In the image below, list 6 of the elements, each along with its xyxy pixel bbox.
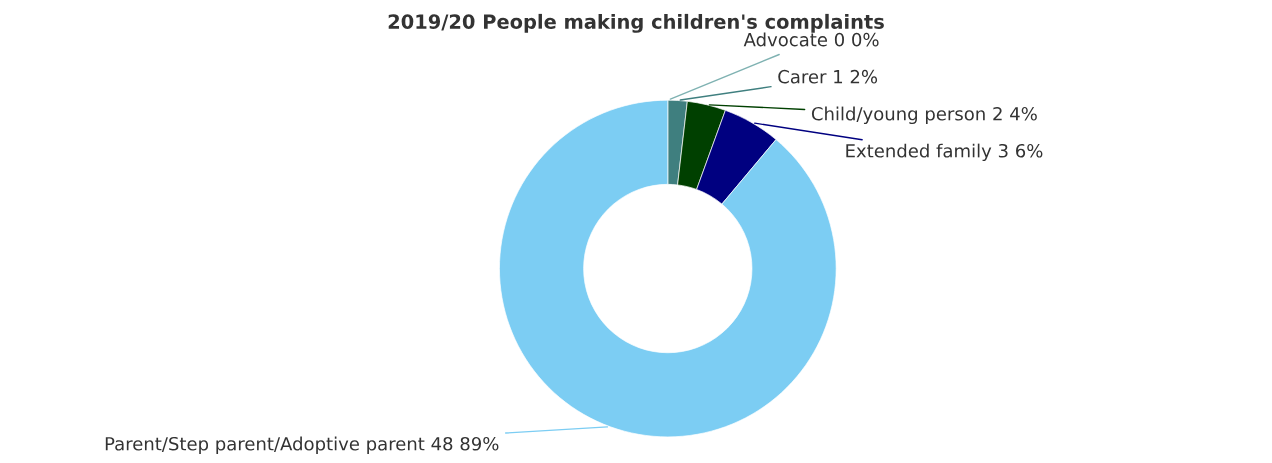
category-label: Advocate 0 0% (743, 32, 879, 47)
slice-label: Parent/Step parent/Adoptive parent 48 89% (105, 436, 499, 455)
slice-label: Carer 1 2% (778, 69, 878, 84)
chart-title: 2019/20 People making children's complaints (388, 13, 884, 33)
slice-label: Child/young person 2 4% (811, 106, 1037, 125)
slice-label: Extended family 3 6% (846, 143, 1043, 162)
